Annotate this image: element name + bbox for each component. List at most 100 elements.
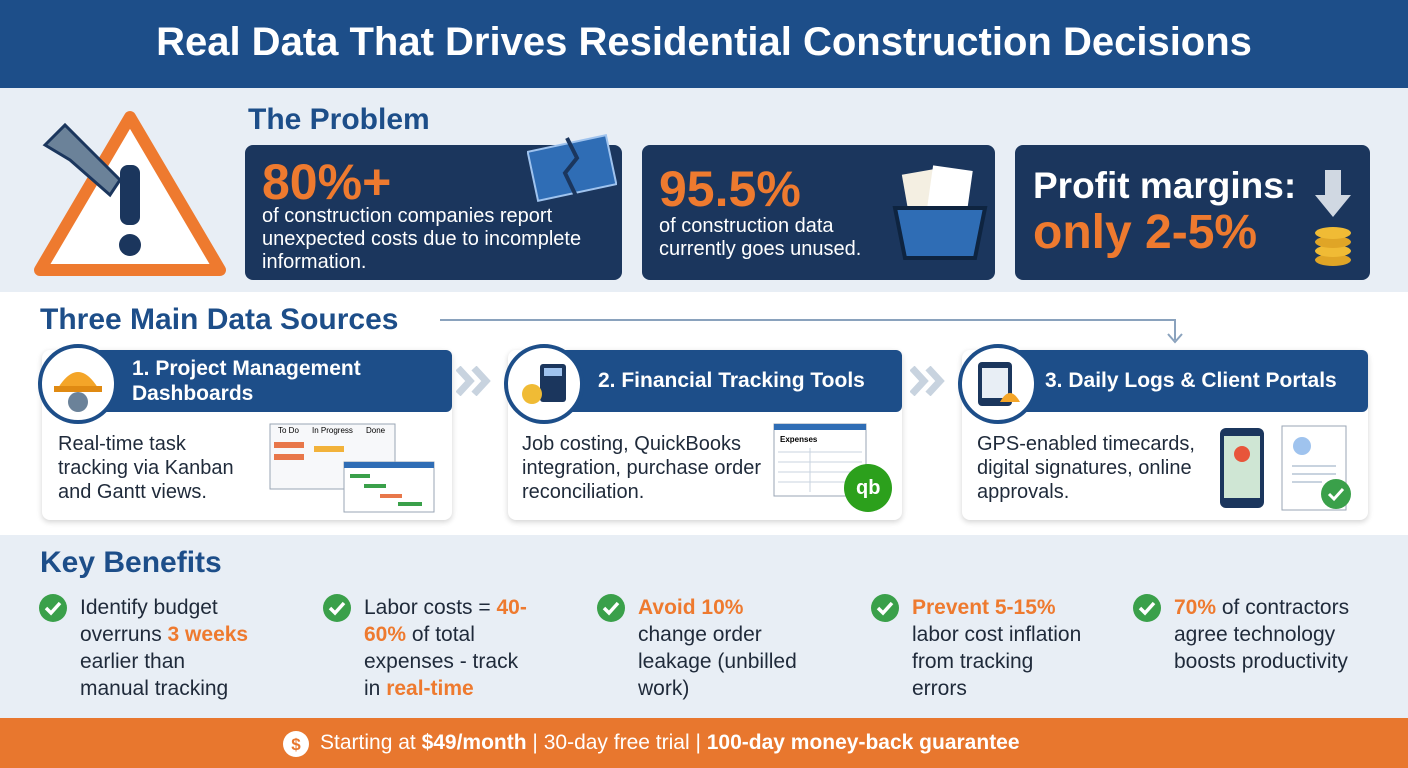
benefit-highlight: 3 weeks	[167, 623, 249, 646]
source-icon	[958, 344, 1038, 424]
flow-head	[1167, 333, 1183, 344]
check-mark	[1138, 601, 1156, 616]
hardhat-icon	[54, 372, 102, 412]
kanban-illustration: To Do In Progress Done	[269, 423, 435, 513]
check-circle	[323, 594, 351, 622]
header: Real Data That Drives Residential Constr…	[0, 0, 1408, 88]
benefit-phrase: of total expenses - track in	[364, 623, 519, 700]
source-text: Real-time task tracking via Kanban and G…	[58, 433, 234, 503]
check-svg	[39, 594, 67, 622]
problem-card: Profit margins: only 2-5%	[1015, 145, 1370, 280]
check-mark	[876, 601, 894, 616]
hardhat	[58, 372, 98, 388]
problem-heading: The Problem	[248, 103, 430, 136]
check-circle	[597, 594, 625, 622]
sheet-header	[774, 424, 866, 430]
check-svg	[1133, 594, 1161, 622]
footer-highlight: $49/month	[421, 731, 527, 754]
column-label: To Do	[278, 426, 299, 435]
source-title: 3. Daily Logs & Client Portals	[1045, 369, 1337, 392]
source-card: 3. Daily Logs & Client Portals GPS-enabl…	[958, 344, 1368, 520]
gantt-bar	[398, 502, 422, 506]
check-circle	[871, 594, 899, 622]
benefit-text: Identify budget overruns 3 weeks earlier…	[80, 594, 250, 702]
stat: only 2-5%	[1033, 206, 1258, 259]
bin	[892, 206, 988, 260]
gantt-bar	[364, 484, 386, 488]
coins-icon	[1315, 170, 1351, 266]
blueprint-icon	[527, 134, 617, 202]
source-icon	[504, 344, 584, 424]
doc-lines	[1292, 465, 1336, 483]
approved	[1321, 479, 1351, 509]
benefit-phrase: of contractors agree technology boosts p…	[1174, 596, 1350, 673]
footer-highlight: 100-day money-back guarantee	[706, 731, 1020, 754]
benefit-highlight: real-time	[386, 677, 474, 700]
check-icon	[870, 593, 900, 623]
stat: 80%+	[262, 154, 392, 210]
problem-card: 80%+ of construction companies report un…	[245, 134, 622, 280]
down-arrow	[1315, 170, 1351, 217]
coin	[1315, 245, 1351, 257]
source-header	[80, 350, 452, 412]
source-title: 2. Financial Tracking Tools	[598, 369, 865, 392]
exclamation-dot	[119, 234, 141, 256]
benefit-phrase: earlier than manual tracking	[80, 650, 229, 700]
benefit-highlight: Prevent 5-15%	[912, 596, 1056, 619]
expenses-illustration: Expenses qb	[773, 423, 892, 512]
check-icon	[1132, 593, 1162, 623]
gear	[68, 392, 88, 412]
dollar-sign: $	[291, 735, 301, 754]
sources-heading: Three Main Data Sources	[40, 303, 399, 336]
qb-logo	[844, 464, 892, 512]
map	[1224, 436, 1260, 498]
check-icon	[596, 593, 626, 623]
screen	[544, 368, 562, 376]
sheet-grid	[778, 448, 862, 492]
portal-illustration	[1220, 425, 1351, 511]
flow-arrow	[440, 319, 1183, 344]
approved-check	[1327, 487, 1345, 502]
stat: 95.5%	[659, 161, 801, 217]
qb-mark: qb	[856, 477, 880, 499]
stat-text: of construction data currently goes unus…	[659, 215, 862, 260]
check-circle	[39, 594, 67, 622]
chevron-shape	[910, 366, 945, 396]
source-header	[1000, 350, 1368, 412]
wrench	[42, 122, 122, 198]
gantt-header	[344, 462, 434, 468]
coin	[522, 384, 542, 404]
column-label: In Progress	[312, 426, 353, 435]
flow-line	[440, 319, 1176, 340]
warning-icon	[34, 111, 226, 276]
benefit-phrase: labor cost inflation from tracking error…	[912, 623, 1082, 700]
pin	[1234, 446, 1250, 462]
gantt-bar	[380, 494, 402, 498]
check-icon	[322, 593, 352, 623]
problem-card: 95.5% of construction data currently goe…	[642, 145, 995, 280]
brim	[54, 386, 102, 392]
stat-text: of construction companies report unexpec…	[262, 205, 582, 273]
benefit-phrase: Labor costs =	[364, 596, 497, 619]
blueprint	[527, 134, 617, 202]
chevron	[910, 366, 945, 396]
check-icon	[38, 593, 68, 623]
benefit-text: Avoid 10% change order leakage (unbilled…	[638, 594, 808, 702]
check-mark	[44, 601, 62, 616]
screen	[982, 368, 1008, 398]
stat-label: Profit margins:	[1033, 165, 1297, 206]
footer-phrase: | 30-day free trial |	[526, 731, 707, 754]
benefit-text: Prevent 5-15% labor cost inflation from …	[912, 594, 1082, 702]
benefit-highlight: Avoid 10%	[638, 596, 744, 619]
check-svg	[597, 594, 625, 622]
dollar-icon: $	[283, 731, 309, 757]
footer-phrase: Starting at	[320, 731, 422, 754]
check-svg	[871, 594, 899, 622]
source-icon	[38, 344, 118, 424]
source-card: 2. Financial Tracking Tools Job costing,…	[504, 344, 902, 520]
source-title: 1. Project Management Dashboards	[132, 357, 361, 405]
exclamation	[120, 165, 140, 225]
footer-text: Starting at $49/month | 30-day free tria…	[320, 731, 1020, 755]
check-svg	[323, 594, 351, 622]
